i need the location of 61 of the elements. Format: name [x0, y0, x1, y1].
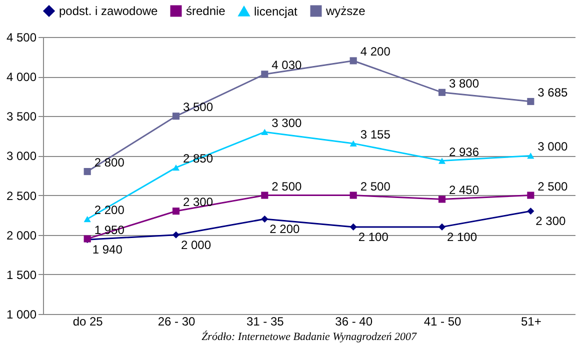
data-label: 4 030	[272, 58, 302, 72]
data-label: 2 936	[449, 144, 480, 159]
y-tick-label: 1 000	[6, 308, 37, 322]
point	[172, 164, 180, 171]
y-tick-label: 4 500	[6, 30, 37, 44]
legend-label: podst. i zawodowe	[59, 4, 158, 18]
data-label: 2 100	[358, 230, 389, 244]
point	[438, 196, 446, 203]
data-label: 2 500	[538, 179, 568, 194]
point	[84, 216, 91, 222]
point	[172, 231, 180, 238]
y-tick-label: 1 500	[6, 268, 37, 282]
point	[527, 152, 534, 159]
data-label: 2 200	[270, 222, 300, 236]
point	[527, 98, 534, 106]
x-tick-label: do 25	[72, 314, 104, 328]
y-tick-label: 3 500	[6, 110, 37, 124]
point	[261, 215, 268, 223]
point	[438, 223, 446, 230]
x-tick-label: 31 - 35	[246, 314, 284, 328]
data-label: 4 200	[360, 44, 391, 59]
data-label: 3 500	[183, 100, 214, 114]
point	[438, 88, 446, 96]
data-label: 2 300	[536, 214, 566, 228]
data-label: 2 000	[181, 238, 212, 252]
x-tick-label: 26 - 30	[158, 314, 196, 328]
data-label: 3 155	[360, 127, 391, 142]
legend-label: wyższe	[325, 4, 366, 18]
y-tick-label: 2 000	[6, 228, 37, 242]
x-tick-label: 41 - 50	[424, 314, 462, 328]
point	[350, 57, 357, 64]
point	[527, 192, 534, 199]
point	[84, 168, 91, 176]
point	[350, 223, 357, 230]
point	[172, 208, 180, 215]
x-tick-label: 51+	[520, 314, 542, 328]
data-label: 1 940	[92, 242, 123, 257]
legend-label: średnie	[186, 4, 226, 18]
legend-label: licencjat	[254, 4, 298, 18]
x-tick-label: 36 - 40	[335, 314, 373, 328]
point	[350, 140, 357, 147]
y-tick-label: 3 000	[6, 149, 37, 164]
point	[527, 208, 534, 215]
y-tick-label: 2 500	[6, 188, 37, 203]
text: Źródło: Internetowe Badanie Wynagrodzeń 2007	[202, 330, 417, 343]
data-label: 3 685	[538, 86, 568, 100]
point	[261, 70, 268, 78]
point	[350, 192, 357, 199]
point	[261, 128, 268, 136]
data-label: 2 300	[183, 195, 214, 210]
data-label: 3 000	[538, 140, 568, 154]
point	[261, 192, 268, 199]
data-label: 2 500	[272, 179, 302, 194]
point	[172, 112, 180, 120]
data-label: 2 500	[360, 179, 391, 194]
data-label: 2 100	[447, 230, 478, 244]
point	[438, 158, 446, 164]
data-label: 3 800	[449, 76, 480, 90]
data-label: 3 300	[272, 116, 302, 130]
data-label: 2 450	[449, 183, 480, 198]
y-tick-label: 4 000	[6, 70, 37, 84]
